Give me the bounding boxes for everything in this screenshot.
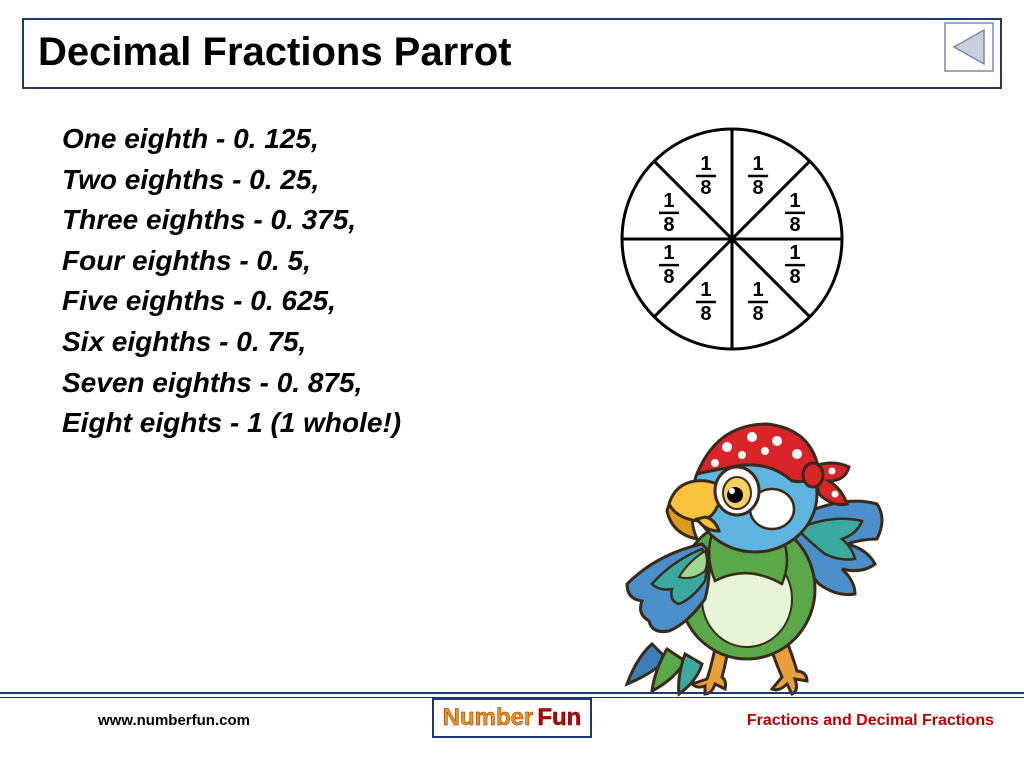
fraction-line: Seven eighths - 0. 875, [62,363,542,404]
fraction-line: Four eighths - 0. 5, [62,241,542,282]
back-arrow-icon [944,22,994,72]
logo-text-right: Fun [537,704,581,732]
fraction-line: Eight eights - 1 (1 whole!) [62,403,542,444]
page-title: Decimal Fractions Parrot [38,30,986,75]
svg-text:8: 8 [663,266,674,288]
svg-text:1: 1 [789,242,800,264]
svg-text:1: 1 [663,190,674,212]
pie-chart: 1818181818181818 [602,109,862,374]
svg-text:8: 8 [789,266,800,288]
back-arrow-button[interactable] [944,22,994,72]
fraction-line: One eighth - 0. 125, [62,119,542,160]
fraction-line: Three eighths - 0. 375, [62,200,542,241]
fraction-line: Six eighths - 0. 75, [62,322,542,363]
footer-divider [0,692,1024,694]
title-box: Decimal Fractions Parrot [22,18,1002,89]
footer-logo: Number Fun [432,698,592,738]
fraction-line: Five eighths - 0. 625, [62,281,542,322]
footer: www.numberfun.com Number Fun Fractions a… [0,692,1024,742]
right-column: 1818181818181818 [542,119,1002,444]
slide: Decimal Fractions Parrot One eighth - 0.… [0,0,1024,768]
svg-text:1: 1 [789,190,800,212]
svg-text:8: 8 [753,177,764,199]
content-area: One eighth - 0. 125, Two eighths - 0. 25… [22,89,1002,444]
fraction-line: Two eighths - 0. 25, [62,160,542,201]
svg-text:8: 8 [753,303,764,325]
svg-text:8: 8 [700,303,711,325]
svg-text:8: 8 [663,214,674,236]
footer-url: www.numberfun.com [98,712,250,729]
svg-text:8: 8 [700,177,711,199]
logo-text-left: Number [443,704,534,732]
svg-text:1: 1 [663,242,674,264]
svg-text:1: 1 [753,279,764,301]
svg-text:8: 8 [789,214,800,236]
svg-text:1: 1 [700,279,711,301]
text-column: One eighth - 0. 125, Two eighths - 0. 25… [62,119,542,444]
svg-text:1: 1 [753,153,764,175]
footer-topic: Fractions and Decimal Fractions [747,712,994,730]
svg-text:1: 1 [700,153,711,175]
parrot-image [597,389,907,699]
